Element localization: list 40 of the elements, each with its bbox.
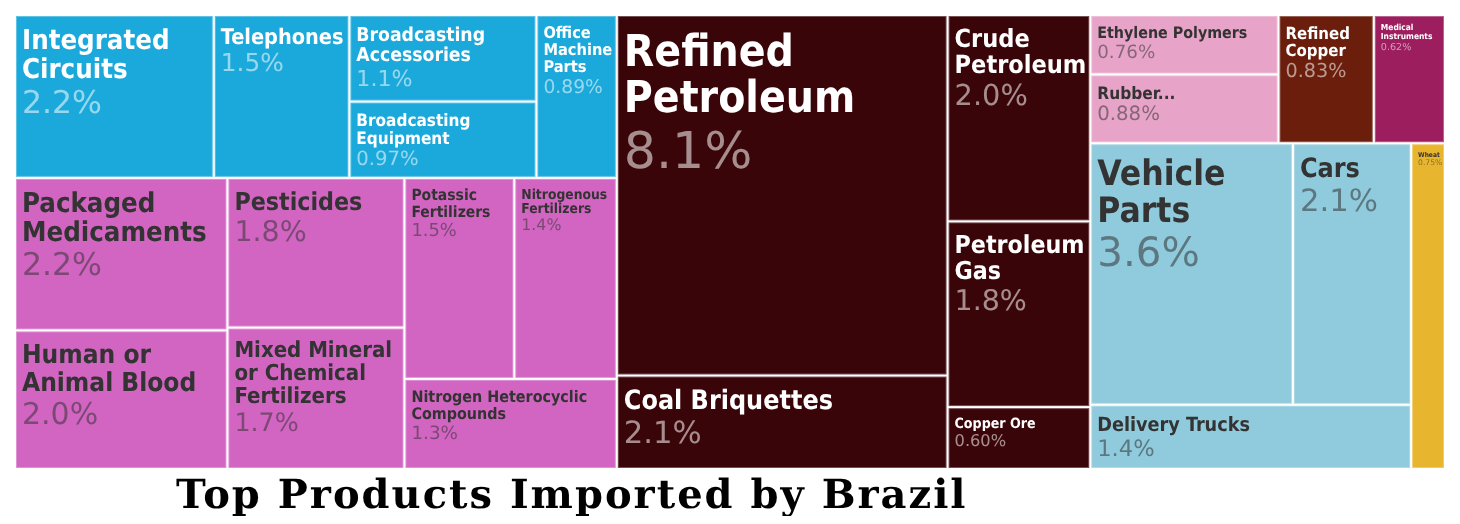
data-label: 0.97%	[356, 148, 419, 171]
category-label: Refined Copper	[1285, 22, 1350, 61]
category-label: Telephones	[220, 23, 344, 50]
category-label: Delivery Trucks	[1097, 415, 1250, 438]
category-label: Pesticides	[234, 187, 364, 216]
data-label: 2.0%	[954, 80, 1028, 113]
data-label: 0.83%	[1285, 61, 1347, 84]
data-label: 2.2%	[22, 82, 103, 121]
data-label: 0.89%	[543, 76, 604, 99]
category-label: Coal Briquettes	[623, 387, 833, 418]
data-label: 1.8%	[234, 216, 307, 249]
category-label: Packaged Medicaments	[22, 188, 207, 250]
data-label: 2.2%	[22, 245, 103, 284]
data-label: 2.1%	[623, 414, 702, 451]
data-label: 1.1%	[356, 65, 413, 92]
data-label: 1.8%	[954, 286, 1027, 319]
data-label: 1.7%	[234, 406, 299, 437]
data-label: 0.88%	[1097, 104, 1160, 127]
data-label: 2.1%	[1299, 182, 1378, 219]
category-label: Mixed Mineral or Chemical Fertilizers	[234, 336, 393, 409]
data-label: 2.0%	[22, 395, 99, 432]
category-label: Broadcasting Accessories	[356, 25, 486, 68]
category-label: Office Machine Parts	[543, 22, 613, 77]
data-label: 3.6%	[1097, 228, 1200, 277]
category-label: Cars	[1299, 154, 1360, 185]
data-label: 1.4%	[1097, 436, 1156, 463]
category-label: Petroleum Gas	[954, 231, 1085, 286]
category-label: Rubber...	[1097, 84, 1176, 105]
category-label: Refined Petroleum	[623, 28, 856, 125]
data-label: 8.1%	[623, 121, 753, 180]
category-label: Integrated Circuits	[22, 25, 170, 87]
data-label: 1.5%	[220, 46, 285, 77]
data-label: 1.5%	[411, 222, 457, 243]
category-label: Broadcasting Equipment	[356, 111, 471, 150]
data-label: 1.3%	[411, 422, 459, 445]
category-label: Human or Animal Blood	[22, 341, 197, 399]
category-label: Crude Petroleum	[954, 23, 1087, 80]
data-label: 0.76%	[1097, 43, 1156, 64]
category-label: Vehicle Parts	[1097, 155, 1226, 233]
data-label: 0.60%	[954, 429, 1007, 450]
